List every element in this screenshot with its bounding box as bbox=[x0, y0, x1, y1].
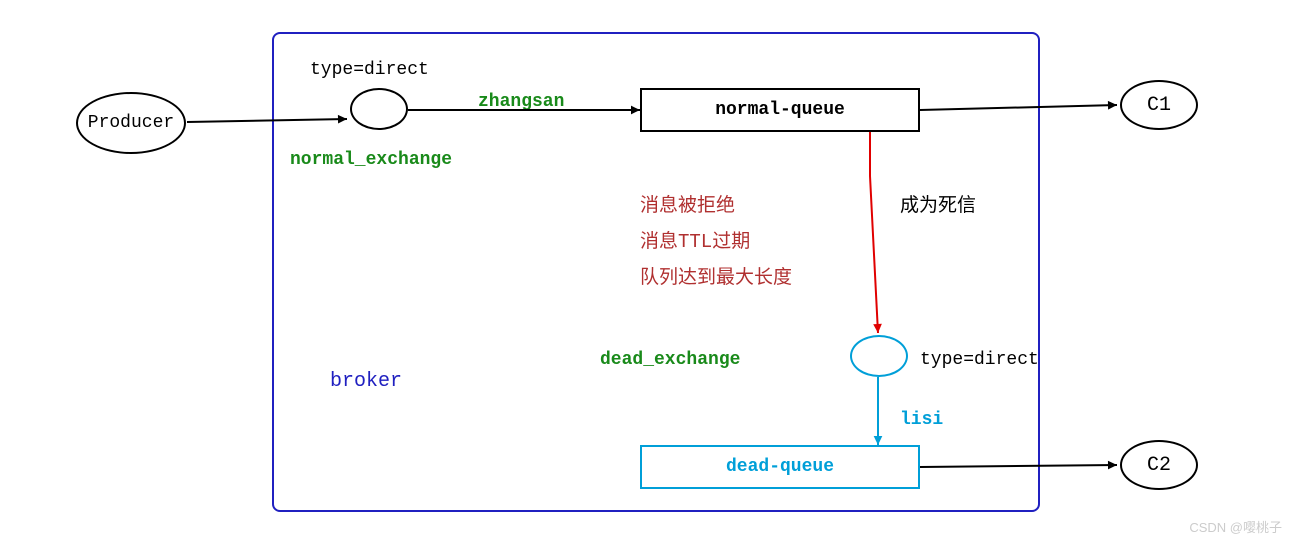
type-direct-top-label: type=direct bbox=[310, 60, 429, 80]
dead-letter-reason-3: 队列达到最大长度 bbox=[640, 262, 792, 289]
type-direct-bottom-label: type=direct bbox=[920, 350, 1039, 370]
zhangsan-routing-key-label: zhangsan bbox=[478, 92, 564, 112]
consumer-1-node: C1 bbox=[1120, 80, 1198, 130]
lisi-routing-key-label: lisi bbox=[900, 410, 943, 430]
diagram-canvas: Producer normal-queue C1 dead-queue C2 t… bbox=[0, 0, 1292, 542]
normal-queue-label: normal-queue bbox=[715, 100, 845, 120]
dead-letter-reason-2: 消息TTL过期 bbox=[640, 226, 750, 253]
consumer-2-label: C2 bbox=[1147, 454, 1171, 477]
consumer-2-node: C2 bbox=[1120, 440, 1198, 490]
consumer-1-label: C1 bbox=[1147, 94, 1171, 117]
broker-label: broker bbox=[330, 370, 402, 393]
dead-letter-reason-1: 消息被拒绝 bbox=[640, 190, 735, 217]
producer-node: Producer bbox=[76, 92, 186, 154]
watermark: CSDN @嘤桃子 bbox=[1189, 517, 1282, 536]
dead-exchange-node bbox=[850, 335, 908, 377]
dead-queue-node: dead-queue bbox=[640, 445, 920, 489]
normal-queue-node: normal-queue bbox=[640, 88, 920, 132]
normal-exchange-label: normal_exchange bbox=[290, 150, 452, 170]
producer-label: Producer bbox=[88, 113, 174, 133]
become-dead-letter-label: 成为死信 bbox=[900, 190, 976, 217]
normal-exchange-node bbox=[350, 88, 408, 130]
dead-exchange-label: dead_exchange bbox=[600, 350, 740, 370]
dead-queue-label: dead-queue bbox=[726, 457, 834, 477]
